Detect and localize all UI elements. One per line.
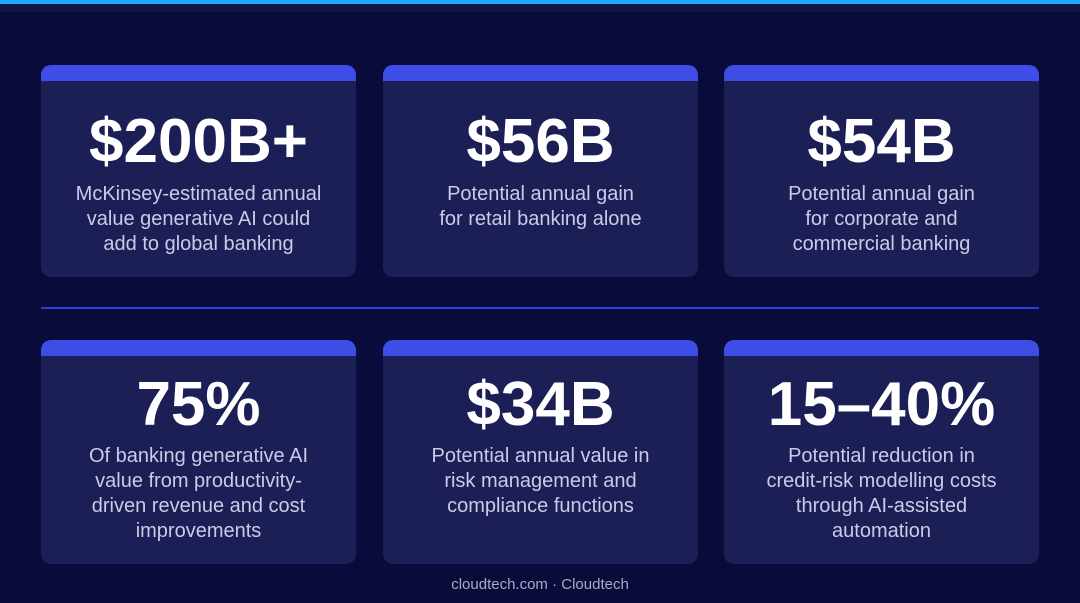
- stat-card-credit-risk: 15–40% Potential reduction in credit-ris…: [724, 340, 1039, 564]
- stat-value: $56B: [466, 107, 615, 176]
- stat-card-corporate-banking: $54B Potential annual gain for corporate…: [724, 65, 1039, 277]
- top-accent-bar: [0, 0, 1080, 4]
- stat-description: Potential annual gain for corporate and …: [788, 183, 975, 255]
- stat-description: Potential annual gain for retail banking…: [439, 183, 642, 230]
- card-accent-bar: [41, 65, 356, 81]
- footer-attribution: cloudtech.com · Cloudtech: [451, 576, 629, 593]
- section-divider: [41, 307, 1039, 309]
- card-accent-bar: [383, 65, 698, 81]
- card-accent-bar: [41, 340, 356, 356]
- card-accent-bar: [383, 340, 698, 356]
- stat-card-global-banking: $200B+ McKinsey-estimated annual value g…: [41, 65, 356, 277]
- card-accent-bar: [724, 340, 1039, 356]
- stat-value: $54B: [807, 107, 956, 176]
- top-shade-strip: [0, 4, 1080, 12]
- stat-card-productivity: 75% Of banking generative AI value from …: [41, 340, 356, 564]
- stat-value: $34B: [466, 370, 615, 439]
- stat-description: McKinsey-estimated annual value generati…: [75, 183, 322, 255]
- stat-card-risk-management: $34B Potential annual value in risk mana…: [383, 340, 698, 564]
- stat-description: Of banking generative AI value from prod…: [88, 445, 309, 542]
- card-accent-bar: [724, 65, 1039, 81]
- stat-value: 15–40%: [767, 370, 996, 439]
- stat-description: Potential annual value in risk managemen…: [431, 445, 650, 517]
- stat-value: $200B+: [89, 107, 308, 176]
- stat-description: Potential reduction in credit-risk model…: [766, 445, 997, 542]
- stat-card-retail-banking: $56B Potential annual gain for retail ba…: [383, 65, 698, 277]
- stat-value: 75%: [136, 370, 261, 439]
